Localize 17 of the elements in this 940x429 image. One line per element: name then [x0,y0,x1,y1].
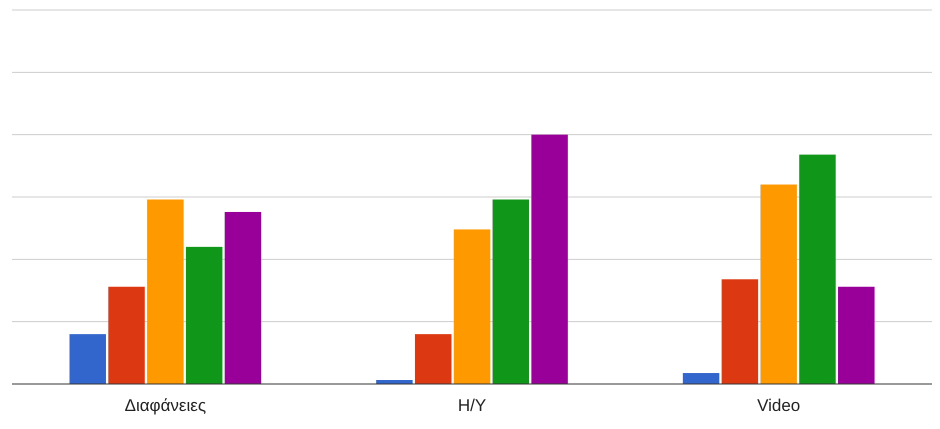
x-tick-label: Διαφάνειες [124,396,206,415]
bar [531,134,568,384]
bar [722,279,758,384]
x-tick-label: Video [757,396,800,415]
bar [147,199,184,384]
bar [799,154,836,384]
bar [492,199,530,384]
bar [760,184,797,384]
bar [838,286,874,384]
bar [186,246,222,384]
bar [224,212,262,384]
bar [682,373,720,384]
bar [108,286,145,384]
bar [414,334,452,384]
bar [454,229,490,384]
bar [70,334,106,384]
x-tick-label: H/Y [458,396,486,415]
